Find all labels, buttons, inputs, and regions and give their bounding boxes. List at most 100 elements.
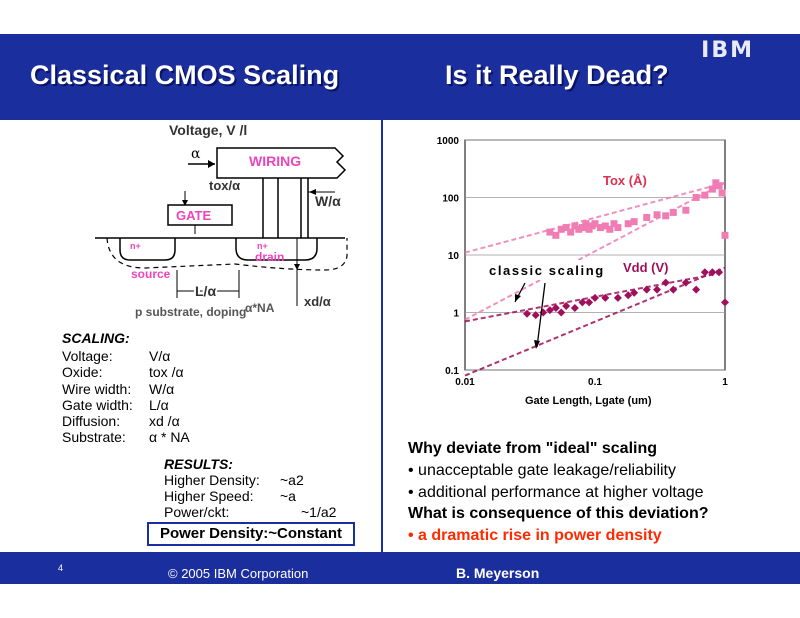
results-heading: RESULTS: bbox=[164, 456, 233, 472]
bullet-3: • a dramatic rise in power density bbox=[408, 527, 662, 544]
tox-point bbox=[610, 220, 618, 228]
cmos-diagram: Voltage, V /l WIRING α tox/α W/α GATE n+… bbox=[95, 122, 348, 319]
tox-point bbox=[718, 189, 726, 197]
source-label: source bbox=[131, 267, 171, 281]
vdd-point bbox=[653, 285, 662, 294]
vdd-point bbox=[557, 308, 566, 317]
results-row: Higher Density: ~a2 bbox=[164, 472, 304, 488]
power-density-box: Power Density:~Constant bbox=[147, 522, 355, 546]
vdd-point bbox=[523, 309, 532, 318]
vdd-point bbox=[570, 303, 579, 312]
n-right-label: n+ bbox=[257, 241, 268, 251]
tox-point bbox=[721, 231, 729, 239]
ibm-logo: IBM bbox=[701, 38, 754, 63]
classic-scaling-annotation: classic scaling bbox=[489, 263, 605, 278]
vdd-point bbox=[601, 293, 610, 302]
vdd-point bbox=[630, 288, 639, 297]
tox-point bbox=[624, 220, 632, 228]
x-tick-label: 1 bbox=[722, 377, 728, 388]
wiring-label: WIRING bbox=[249, 153, 301, 169]
x-tick-label: 0.01 bbox=[455, 377, 475, 388]
source-region bbox=[119, 238, 176, 261]
bullet-1: • unacceptable gate leakage/reliability bbox=[408, 462, 676, 479]
y-tick-label: 0.1 bbox=[445, 366, 459, 377]
l-label: L/α bbox=[195, 283, 216, 299]
tox-label: tox/α bbox=[209, 178, 240, 193]
results-table: Higher Density: ~a2 Higher Speed: ~a Power… bbox=[164, 472, 337, 520]
vdd-point bbox=[545, 306, 554, 315]
bullet-2: • additional performance at higher volta… bbox=[408, 484, 704, 501]
tox-point bbox=[567, 228, 575, 236]
tox-point bbox=[708, 185, 716, 193]
tox-point bbox=[575, 225, 583, 233]
title-bar bbox=[0, 34, 800, 120]
vdd-point bbox=[591, 293, 599, 302]
tox-point bbox=[601, 222, 609, 230]
page-number: 4 bbox=[58, 563, 64, 573]
tox-point bbox=[606, 225, 614, 233]
vdd-point bbox=[613, 293, 622, 302]
voltage-label: Voltage, V /l bbox=[169, 122, 247, 138]
na-label: α*NA bbox=[245, 301, 275, 315]
tox-point bbox=[643, 213, 651, 221]
drain-label: drain bbox=[255, 250, 284, 264]
series-label-vdd: Vdd (V) bbox=[623, 260, 669, 275]
tox-point bbox=[614, 224, 622, 232]
vdd-point bbox=[661, 278, 670, 287]
x-axis-title: Gate Length, Lgate (um) bbox=[525, 395, 652, 407]
presenter-name: B. Meyerson bbox=[456, 565, 540, 581]
annotation-arrow-down bbox=[536, 282, 546, 348]
trend-line bbox=[464, 181, 726, 254]
tox-point bbox=[630, 218, 638, 226]
n-left-label: n+ bbox=[130, 241, 141, 251]
series-label-tox: Tox (Å) bbox=[603, 173, 647, 188]
alpha-label: α bbox=[191, 146, 201, 162]
tox-point bbox=[653, 211, 661, 219]
copyright: © 2005 IBM Corporation bbox=[168, 566, 309, 581]
tox-point bbox=[591, 220, 599, 228]
column-divider bbox=[381, 34, 383, 552]
tox-point bbox=[557, 225, 565, 233]
vdd-point bbox=[578, 298, 587, 307]
left-title: Classical CMOS Scaling bbox=[30, 60, 340, 90]
data-points bbox=[523, 179, 729, 320]
xd-label: xd/α bbox=[304, 294, 331, 309]
tox-point bbox=[562, 224, 570, 232]
results-row: Power/ckt: ~1/a2 bbox=[164, 504, 337, 520]
substrate-label: p substrate, doping bbox=[135, 305, 246, 319]
tox-point bbox=[571, 222, 579, 230]
tox-point bbox=[715, 182, 723, 190]
tox-point bbox=[662, 212, 670, 220]
tox-point bbox=[552, 231, 560, 239]
drain-region bbox=[235, 238, 318, 261]
tox-point bbox=[582, 220, 590, 228]
trend-line bbox=[464, 266, 726, 377]
tox-point bbox=[669, 208, 677, 216]
y-tick-label: 1000 bbox=[437, 136, 460, 147]
right-title: Is it Really Dead? bbox=[445, 60, 669, 90]
results-row: Higher Speed: ~a bbox=[164, 488, 296, 504]
tox-point bbox=[596, 224, 604, 232]
vdd-point bbox=[708, 268, 717, 277]
vdd-point bbox=[700, 268, 709, 277]
vdd-point bbox=[551, 303, 560, 312]
tox-point bbox=[578, 224, 586, 232]
tox-point bbox=[682, 206, 690, 214]
y-tick-label: 100 bbox=[442, 194, 459, 205]
footer-bar bbox=[0, 552, 800, 584]
gate-box bbox=[167, 204, 233, 226]
y-tick-label: 10 bbox=[448, 251, 460, 262]
vdd-point bbox=[715, 268, 724, 277]
vdd-point bbox=[642, 285, 651, 294]
vdd-point bbox=[669, 285, 678, 294]
annotation-bg bbox=[485, 260, 612, 280]
y-tick-label: 1 bbox=[453, 309, 459, 320]
vdd-point bbox=[562, 301, 571, 310]
wiring-shape bbox=[216, 147, 347, 179]
scaling-heading: SCALING: bbox=[62, 330, 130, 346]
vdd-point bbox=[585, 298, 594, 307]
gate-label: GATE bbox=[176, 208, 211, 223]
trend-line bbox=[464, 181, 726, 321]
alpha-arrowhead bbox=[208, 160, 215, 168]
